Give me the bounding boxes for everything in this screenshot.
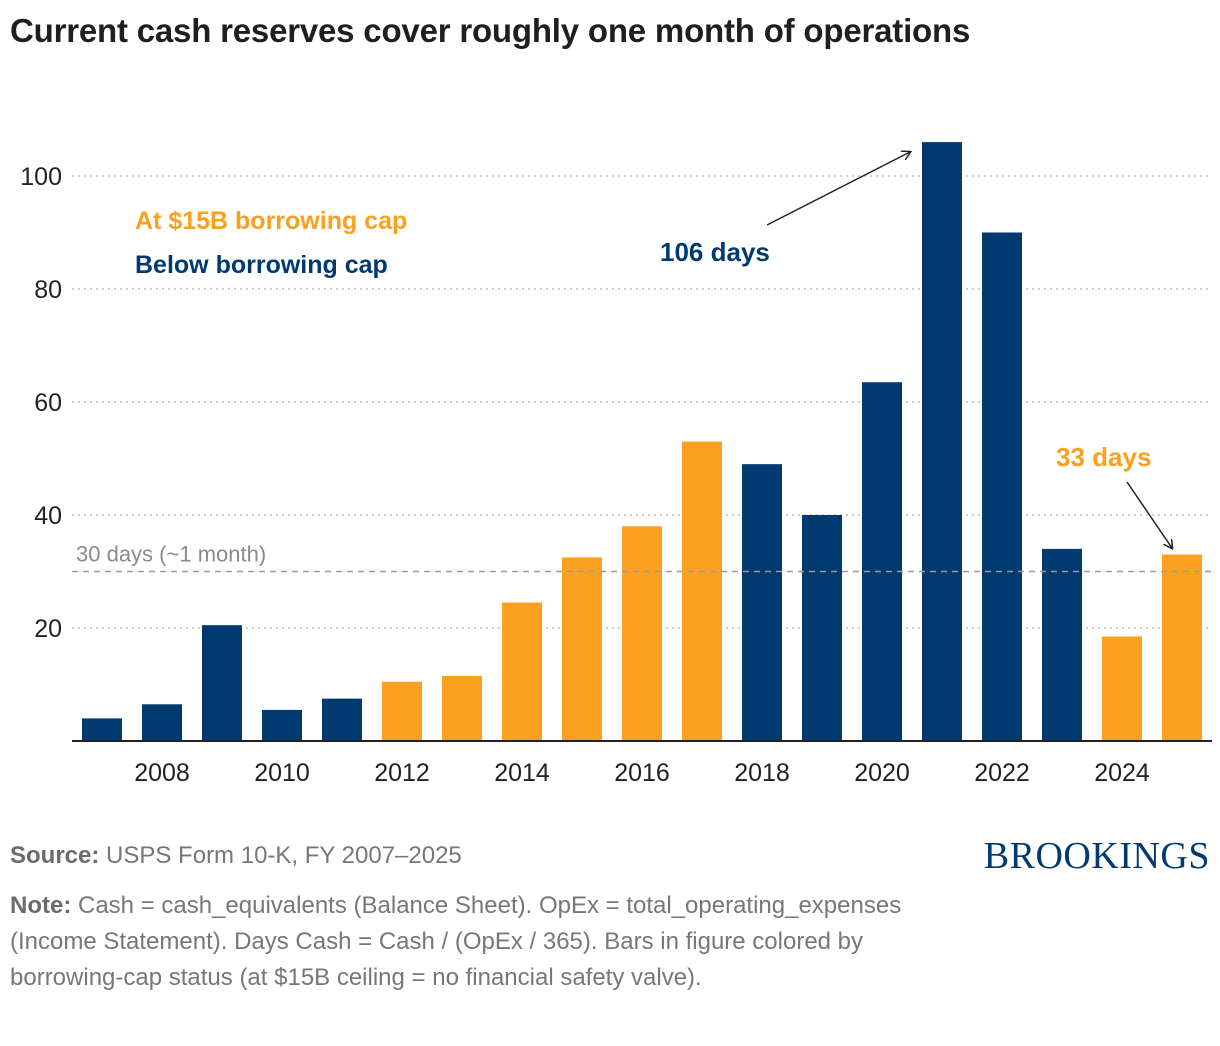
bar-2018 [742,464,782,741]
bar-2008 [142,704,182,741]
chart-title: Current cash reserves cover roughly one … [10,12,971,49]
bar-2014 [502,602,542,741]
legend-below: Below borrowing cap [135,251,388,279]
reference-line-label: 30 days (~1 month) [76,542,266,567]
bars [82,142,1202,742]
bar-2013 [442,676,482,741]
bar-2009 [202,625,242,741]
bar-2015 [562,557,602,741]
y-tick-label-100: 100 [20,163,62,191]
x-tick-label-2008: 2008 [134,759,190,787]
x-tick-label-2014: 2014 [494,759,550,787]
x-tick-label-2020: 2020 [854,759,910,787]
bar-2016 [622,526,662,741]
bar-2011 [322,698,362,741]
reference-line-group: 30 days (~1 month) [72,542,1212,573]
x-tick-label-2012: 2012 [374,759,430,787]
y-tick-label-20: 20 [34,615,62,643]
bar-2020 [862,382,902,741]
x-tick-label-2018: 2018 [734,759,790,787]
y-tick-label-60: 60 [34,389,62,417]
bar-2023 [1042,548,1082,741]
x-tick-label-2022: 2022 [974,759,1030,787]
brookings-logo: BROOKINGS [983,835,1210,877]
x-tick-label-2016: 2016 [614,759,670,787]
note-label: Note: [10,892,72,919]
annotation-106-days-arrow [766,152,910,226]
annotation-33-days: 33 days [1056,442,1151,472]
y-axis-ticks: 20 40 60 80 100 [20,163,62,643]
y-tick-label-40: 40 [34,502,62,530]
bar-2012 [382,681,422,741]
annotation-33-days-arrow [1126,481,1172,548]
y-tick-label-80: 80 [34,276,62,304]
bar-2025 [1162,554,1202,741]
bar-2010 [262,709,302,741]
x-axis-ticks: 2008 2010 2012 2014 2016 2018 2020 2022 2024 [134,759,1150,787]
x-tick-label-2010: 2010 [254,759,310,787]
bar-2019 [802,515,842,741]
bar-2024 [1102,636,1142,741]
x-tick-label-2024: 2024 [1094,759,1150,787]
bar-2021 [922,142,962,742]
bar-2007 [82,718,122,741]
note-text: Cash = cash_equivalents (Balance Sheet).… [10,892,902,991]
source-line: Source: USPS Form 10-K, FY 2007–2025 [10,842,462,870]
source-text: USPS Form 10-K, FY 2007–2025 [106,842,462,869]
bar-2017 [682,441,722,741]
legend-capped: At $15B borrowing cap [135,207,407,235]
bar-2022 [982,232,1022,741]
annotation-106-days: 106 days [660,237,770,267]
note-block: Note: Cash = cash_equivalents (Balance S… [10,888,910,996]
source-label: Source: [10,842,100,869]
